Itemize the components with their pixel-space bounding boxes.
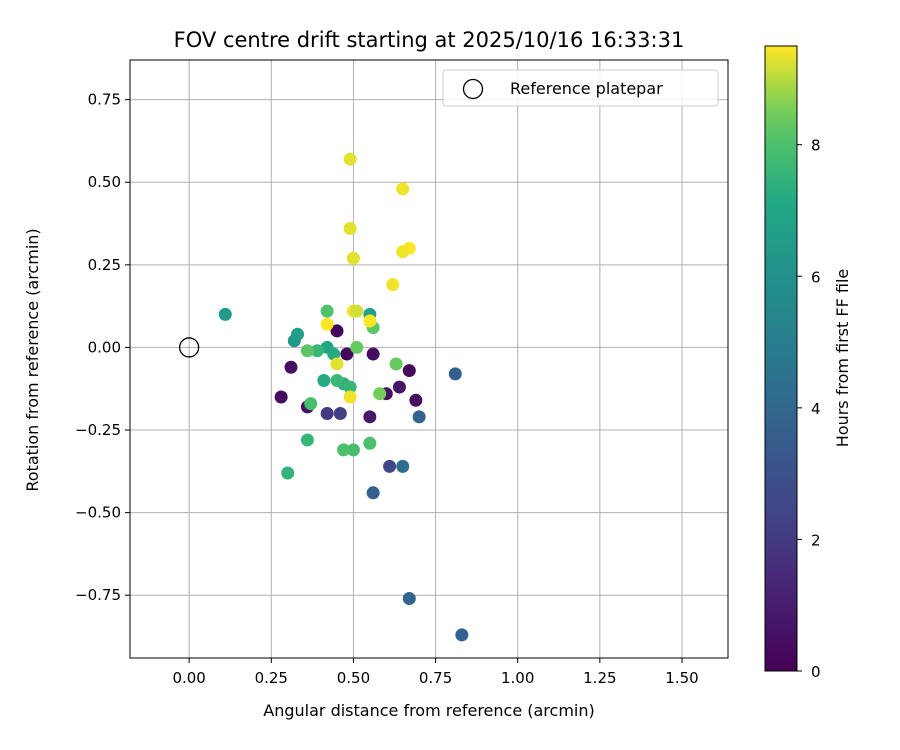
data-point xyxy=(327,347,341,361)
reference-marker-layer xyxy=(178,337,200,358)
colorbar-ticks: 0 2 4 6 8 xyxy=(797,137,821,681)
data-point xyxy=(409,393,423,407)
colorbar-gradient xyxy=(765,46,797,671)
data-point xyxy=(291,327,305,341)
data-point xyxy=(281,466,295,480)
data-point xyxy=(320,304,334,318)
data-point xyxy=(373,387,387,401)
legend: Reference platepar xyxy=(442,69,719,107)
data-point xyxy=(346,251,360,265)
data-point xyxy=(300,433,314,447)
colorbar-frame xyxy=(764,45,798,672)
colorbar-tick-label: 4 xyxy=(811,400,821,418)
y-tick-label: 0.50 xyxy=(88,173,121,191)
data-point xyxy=(396,182,410,196)
data-point xyxy=(389,357,403,371)
data-point xyxy=(320,407,334,421)
y-tick-label: 0.25 xyxy=(88,256,121,274)
data-point xyxy=(343,152,357,166)
data-point xyxy=(396,245,410,259)
legend-label-reference: Reference platepar xyxy=(510,79,663,98)
data-point xyxy=(363,314,377,328)
data-point xyxy=(392,380,406,394)
colorbar: 0 2 4 6 8 Hours from first FF file xyxy=(764,45,852,681)
y-tick-label: −0.50 xyxy=(75,504,121,522)
x-tick-label: 0.50 xyxy=(337,669,370,687)
data-point xyxy=(412,410,426,424)
data-point xyxy=(343,390,357,404)
colorbar-tick-label: 0 xyxy=(811,663,821,681)
data-point xyxy=(366,347,380,361)
legend-reference-marker xyxy=(462,78,484,100)
data-point xyxy=(402,364,416,378)
data-point xyxy=(343,221,357,235)
data-point xyxy=(274,390,288,404)
reference-platepar-marker xyxy=(178,337,200,358)
data-point xyxy=(455,628,469,642)
y-tick-label: 0.75 xyxy=(88,91,121,109)
x-axis-ticks: 0.00 0.25 0.50 0.75 1.00 1.25 1.50 xyxy=(172,658,699,687)
data-point xyxy=(317,373,331,387)
plot-frame xyxy=(129,59,729,659)
y-tick-label: −0.25 xyxy=(75,421,121,439)
data-point xyxy=(396,459,410,473)
x-tick-label: 1.25 xyxy=(583,669,616,687)
y-axis-label: Rotation from reference (arcmin) xyxy=(23,228,42,491)
data-point xyxy=(350,340,364,354)
data-point xyxy=(366,486,380,500)
data-point xyxy=(304,397,318,411)
colorbar-tick-label: 2 xyxy=(811,531,821,549)
data-point xyxy=(350,304,364,318)
x-tick-label: 0.25 xyxy=(255,669,288,687)
legend-box xyxy=(442,69,719,107)
colorbar-tick-label: 6 xyxy=(811,268,821,286)
data-point xyxy=(343,380,357,394)
data-point xyxy=(330,373,344,387)
data-point xyxy=(340,347,354,361)
data-point xyxy=(320,317,334,331)
data-point xyxy=(333,407,347,421)
x-tick-label: 0.00 xyxy=(172,669,205,687)
data-point xyxy=(300,344,314,358)
x-tick-label: 1.00 xyxy=(501,669,534,687)
data-point xyxy=(330,324,344,338)
colorbar-label: Hours from first FF file xyxy=(833,269,852,448)
data-point xyxy=(363,436,377,450)
data-point xyxy=(337,443,351,457)
data-point xyxy=(402,592,416,606)
data-point xyxy=(363,410,377,424)
data-point xyxy=(310,344,324,358)
data-point xyxy=(330,357,344,371)
y-tick-label: −0.75 xyxy=(75,586,121,604)
data-point xyxy=(284,360,298,374)
x-tick-label: 0.75 xyxy=(419,669,452,687)
y-tick-label: 0.00 xyxy=(88,338,121,356)
x-tick-label: 1.50 xyxy=(665,669,698,687)
data-point xyxy=(386,278,400,292)
data-points xyxy=(218,152,469,642)
chart-title: FOV centre drift starting at 2025/10/16 … xyxy=(174,28,685,52)
data-point xyxy=(383,459,397,473)
colorbar-tick-label: 8 xyxy=(811,137,821,155)
y-axis-ticks: −0.75 −0.50 −0.25 0.00 0.25 0.50 0.75 xyxy=(75,91,130,604)
data-point xyxy=(218,307,232,321)
data-point xyxy=(346,443,360,457)
data-point xyxy=(448,367,462,381)
x-axis-label: Angular distance from reference (arcmin) xyxy=(263,701,594,720)
